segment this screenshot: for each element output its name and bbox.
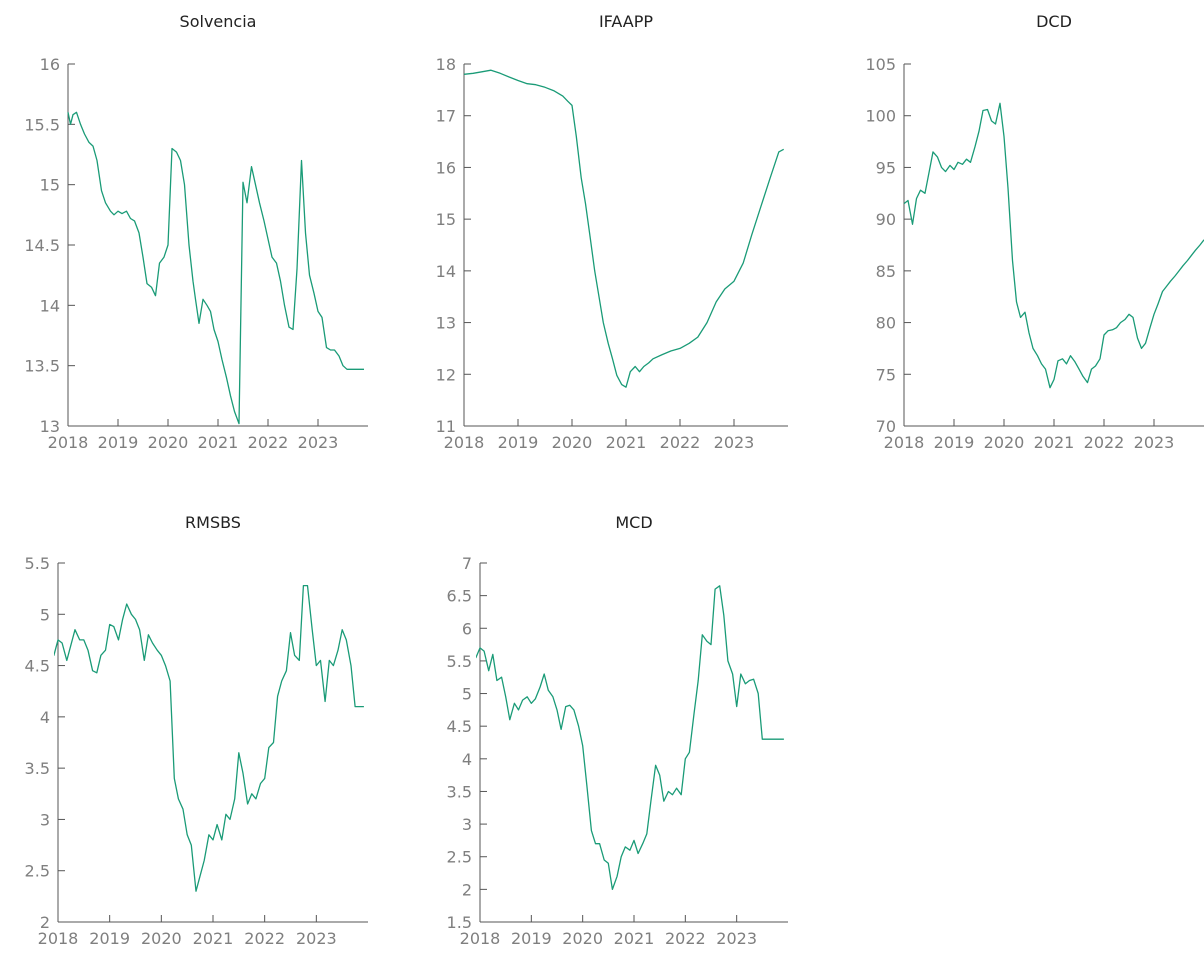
x-tick-label: 2022 [248, 433, 289, 452]
x-tick-label: 2023 [1134, 433, 1175, 452]
x-tick-label: 2022 [665, 929, 706, 948]
x-tick-label: 2022 [660, 433, 701, 452]
chart-title: DCD [1036, 12, 1072, 31]
y-tick-label: 16 [436, 158, 456, 177]
y-tick-label: 13.5 [24, 357, 60, 376]
y-tick-label: 14 [436, 262, 456, 281]
x-tick-label: 2022 [244, 929, 285, 948]
y-tick-label: 100 [865, 107, 896, 126]
x-tick-label: 2019 [498, 433, 539, 452]
y-tick-label: 1.5 [447, 913, 472, 932]
x-tick-label: 2022 [1084, 433, 1125, 452]
y-tick-label: 90 [876, 210, 896, 229]
y-tick-label: 4.5 [25, 657, 50, 676]
x-tick-label: 2020 [562, 929, 603, 948]
chart-panel-1: Solvencia 13 13.5 14 14.5 15 15.5 16 2018 2019 202… [24, 12, 368, 452]
x-tick-label: 2023 [714, 433, 755, 452]
y-tick-label: 2 [462, 880, 472, 899]
x-tick-label: 2023 [716, 929, 757, 948]
x-tick-label: 2021 [198, 433, 239, 452]
x-tick-label: 2018 [460, 929, 501, 948]
x-tick-label: 2019 [511, 929, 552, 948]
x-tick-label: 2020 [148, 433, 189, 452]
y-tick-label: 15.5 [24, 115, 60, 134]
y-tick-label: 5 [462, 685, 472, 704]
y-tick-label: 15 [436, 210, 456, 229]
y-tick-label: 3.5 [447, 782, 472, 801]
y-tick-label: 70 [876, 417, 896, 436]
y-tick-label: 3 [462, 815, 472, 834]
y-tick-label: 18 [436, 55, 456, 74]
y-tick-label: 3.5 [25, 759, 50, 778]
y-tick-label: 2.5 [447, 848, 472, 867]
y-tick-label: 2 [40, 913, 50, 932]
y-tick-label: 6 [462, 619, 472, 638]
x-tick-label: 2018 [444, 433, 485, 452]
chart-title: IFAAPP [599, 12, 653, 31]
y-tick-label: 15 [40, 176, 60, 195]
y-tick-label: 17 [436, 107, 456, 126]
x-tick-label: 2020 [141, 929, 182, 948]
x-tick-label: 2021 [193, 929, 234, 948]
x-tick-label: 2018 [48, 433, 89, 452]
series-line [903, 102, 1204, 389]
y-tick-label: 6.5 [447, 587, 472, 606]
x-tick-label: 2018 [884, 433, 925, 452]
x-tick-label: 2019 [98, 433, 139, 452]
x-tick-label: 2019 [934, 433, 975, 452]
series-line [463, 69, 785, 388]
x-tick-label: 2018 [38, 929, 79, 948]
y-tick-label: 5.5 [25, 554, 50, 573]
y-tick-label: 4 [40, 708, 50, 727]
x-tick-label: 2023 [298, 433, 339, 452]
y-tick-label: 14 [40, 296, 60, 315]
y-tick-label: 4 [462, 750, 472, 769]
y-tick-label: 16 [40, 55, 60, 74]
y-tick-label: 7 [462, 554, 472, 573]
y-tick-label: 4.5 [447, 717, 472, 736]
y-tick-label: 2.5 [25, 862, 50, 881]
chart-title: RMSBS [185, 513, 241, 532]
x-tick-label: 2021 [614, 929, 655, 948]
y-tick-label: 13 [40, 417, 60, 436]
y-tick-label: 5.5 [447, 652, 472, 671]
x-tick-label: 2021 [1034, 433, 1075, 452]
y-tick-label: 13 [436, 314, 456, 333]
chart-panel-3: DCD 70 75 80 85 90 95 100 105 2018 2019 2020 2021 202… [865, 12, 1204, 452]
x-tick-label: 2021 [606, 433, 647, 452]
y-tick-label: 75 [876, 365, 896, 384]
chart-panel-4: RMSBS 2 2.5 3 3.5 4 4.5 5 5.5 2018 2019 2020 2021 202… [25, 513, 368, 948]
x-tick-label: 2019 [89, 929, 130, 948]
series-line [67, 111, 364, 425]
y-tick-label: 14.5 [24, 236, 60, 255]
chart-panel-5: MCD 1.5 2 2.5 3 3.5 4 4.5 5 5.5 6 6.5 7 2018 2019 2020 2… [447, 513, 788, 948]
y-tick-label: 85 [876, 262, 896, 281]
series-line [54, 584, 364, 892]
y-tick-label: 80 [876, 314, 896, 333]
x-tick-label: 2020 [984, 433, 1025, 452]
x-tick-label: 2020 [552, 433, 593, 452]
chart-title: Solvencia [180, 12, 257, 31]
y-tick-label: 3 [40, 810, 50, 829]
y-tick-label: 105 [865, 55, 896, 74]
x-tick-label: 2023 [296, 929, 337, 948]
series-line [476, 585, 784, 891]
chart-panel-2: IFAAPP 11 12 13 14 15 16 17 18 2018 2019 2020 2021 20… [436, 12, 788, 452]
chart-title: MCD [615, 513, 652, 532]
y-tick-label: 95 [876, 158, 896, 177]
y-tick-label: 11 [436, 417, 456, 436]
y-tick-label: 5 [40, 605, 50, 624]
y-tick-label: 12 [436, 365, 456, 384]
